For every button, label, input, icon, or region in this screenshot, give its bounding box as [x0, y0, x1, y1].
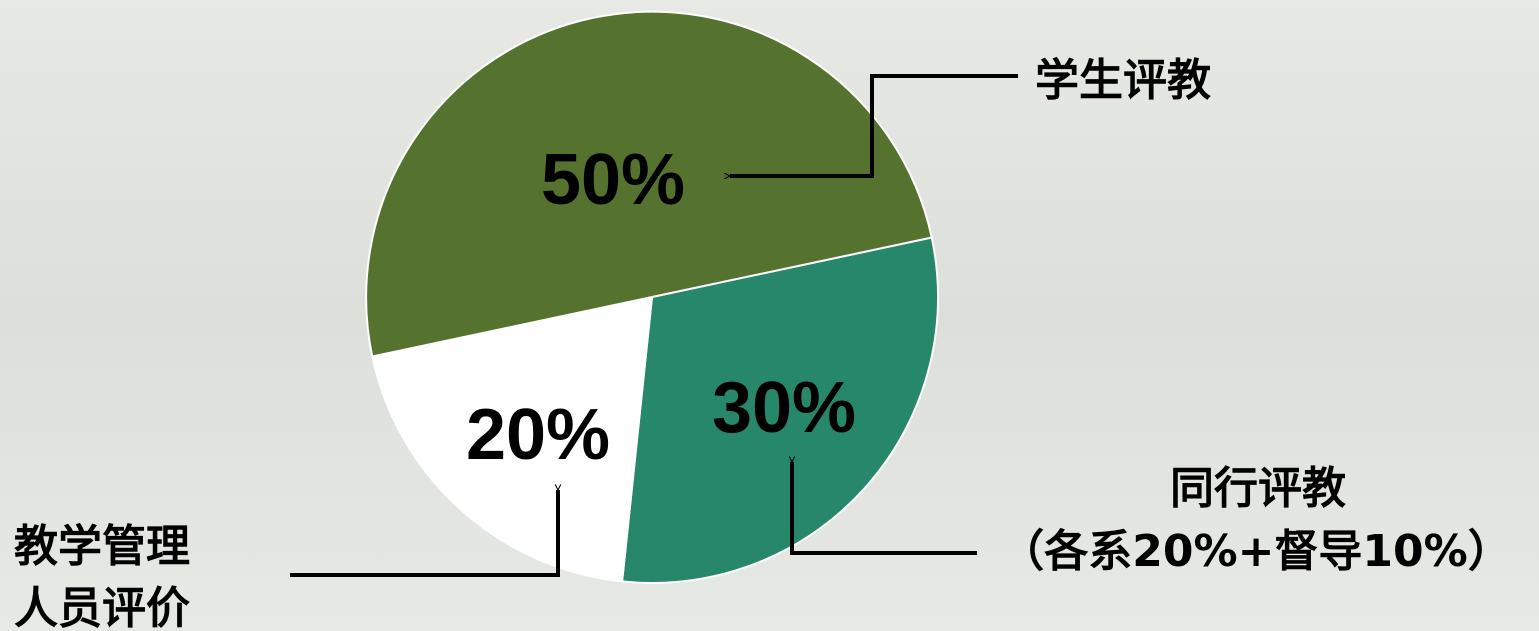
- slice-label-student: 50%: [541, 140, 685, 220]
- slice-label-admin: 20%: [466, 395, 610, 475]
- callout-peer-detail: （各系20%+督导10%）: [1000, 526, 1512, 577]
- pie-slice-admin: [371, 295, 654, 583]
- callout-student: 学生评教: [1035, 55, 1211, 106]
- pie-slice-peer: [621, 236, 939, 584]
- leader-line-student: [730, 74, 1018, 176]
- leader-line-admin: [290, 490, 558, 577]
- pie-slices: [365, 10, 939, 584]
- leader-line-peer: [792, 462, 977, 555]
- callout-admin-line2: 人员评价: [14, 583, 190, 631]
- slice-label-peer: 30%: [712, 368, 856, 448]
- callout-admin-line1: 教学管理: [14, 521, 190, 572]
- callout-peer-title: 同行评教: [1170, 463, 1346, 514]
- pie-slice-student: [365, 10, 933, 358]
